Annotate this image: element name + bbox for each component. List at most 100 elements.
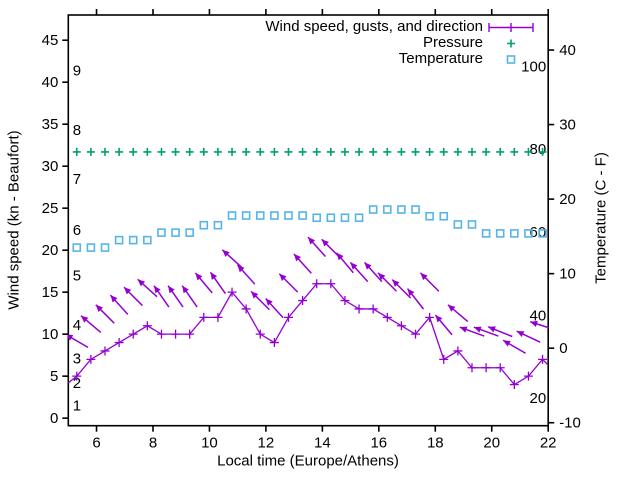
temperature-point [213,220,223,230]
beaufort-label: 8 [73,122,81,139]
temperature-point [538,229,547,238]
pressure-point [439,147,448,156]
temperature-point [397,205,406,214]
pressure-point [228,147,237,156]
temperature-point [312,213,322,223]
x-tick-label: 18 [427,435,444,452]
temperature-point [143,235,152,245]
temperature-point [199,220,209,230]
wind-speed-point [72,371,82,381]
wind-arrow-head [80,315,89,323]
wind-arrow-head [293,253,301,262]
wind-arrow-head [110,295,118,303]
wind-speed-point [298,296,308,306]
wind-arrow-head [95,304,104,313]
pressure-point [467,147,476,156]
wind-speed-point [227,287,237,297]
wind-speed-point [128,329,138,339]
wind-arrow-head [378,272,386,281]
wind-arrow-head [473,326,482,333]
y-right-tick-label: 10 [559,266,576,283]
wind-speed-point [382,312,392,322]
wind-direction-arrows [67,236,549,354]
y-left-tick-label: 5 [50,368,58,385]
beaufort-label: 2 [73,375,81,392]
legend-sample-pressure [507,39,515,48]
wind-speed-point [495,363,505,373]
temperature-point [72,243,82,252]
pressure-point [143,147,152,156]
beaufort-label: 4 [73,317,81,334]
x-tick-label: 12 [258,435,275,452]
wind-speed-point [439,354,449,364]
legend-samples [488,23,534,64]
wind-arrow-head [279,273,287,281]
pressure-point [510,147,519,156]
temperature-point [227,211,237,220]
pressure-point [312,147,321,156]
temperature-point [368,205,378,214]
x-axis-label: Local time (Europe/Athens) [217,452,399,470]
pressure-point [411,147,420,156]
wind-arrow-head [336,252,344,261]
wind-speed-point [86,354,96,364]
fahrenheit-label: 80 [530,141,547,158]
y-left-tick-label: 15 [42,284,59,301]
temperature-point [439,211,449,221]
pressure-point [100,147,109,156]
temperature-point [481,229,491,238]
pressure-point [369,147,378,156]
pressure-point [129,147,138,156]
temperature-point [524,229,533,238]
temperature-point [86,243,96,252]
temperature-point [270,211,279,220]
pressure-point [270,147,279,156]
temperature-point [241,211,251,220]
x-tick-label: 10 [201,435,218,452]
pressure-point [242,147,251,156]
temperature-point [340,213,350,223]
temperature-point [510,229,519,238]
temperature-point [425,211,434,221]
wind-speed-point [185,329,195,339]
wind-speed-point [523,371,533,381]
wind-arrow-head [195,272,203,281]
pressure-point [86,147,95,156]
wind-speed-point [312,279,322,289]
y-axis-label-left: Wind speed (kn - Beaufort) [5,130,23,310]
wind-arrow-head [182,285,189,294]
plot-border [67,14,549,427]
wind-arrow-head [516,331,525,338]
y-left-ticks: 0 5 10 15 20 25 30 35 40 45 [42,32,69,427]
pressure-point [115,147,124,156]
legend-sample-temperature [506,55,516,64]
temperature-point [185,228,194,237]
wind-speed-point [283,312,293,322]
wind-speed-point [142,321,152,331]
wind-arrow-head [321,239,329,247]
legend-entry-pressure: Pressure [422,34,483,51]
pressure-point [397,147,406,156]
wind-speed-point [114,338,124,348]
pressure-point [256,147,265,156]
beaufort-label: 5 [73,267,81,284]
y-right-tick-label: -10 [559,415,581,432]
pressure-point [298,147,307,156]
temperature-point [157,228,166,237]
wind-speed-point [171,329,181,339]
legend-sample-wind [488,23,534,32]
wind-speed-point [269,338,279,348]
y-right-tick-label: 0 [559,340,567,357]
pressure-point [453,147,462,156]
pressure-point [199,147,208,156]
y-left-tick-label: 30 [42,158,59,175]
y-left-tick-label: 20 [42,242,59,259]
y-left-tick-label: 40 [42,74,59,91]
y-left-tick-label: 45 [42,32,59,49]
wind-arrow-head [137,279,146,287]
wind-speed-point [156,329,166,339]
wind-arrow-head [435,314,443,323]
pressure-series [72,147,547,156]
